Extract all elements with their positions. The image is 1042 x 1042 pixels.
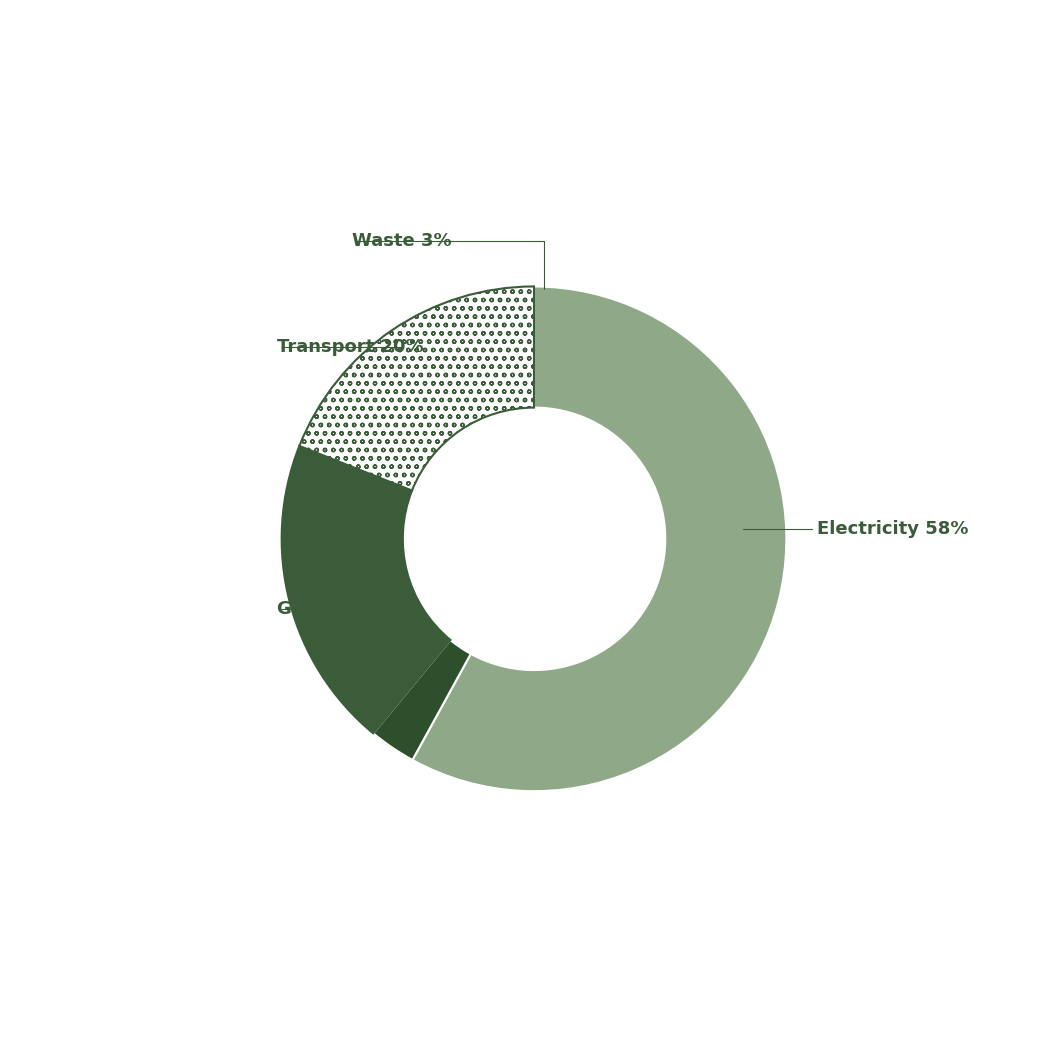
Text: Transport 20%: Transport 20% (276, 338, 423, 356)
Wedge shape (413, 287, 787, 791)
Wedge shape (281, 446, 450, 734)
Wedge shape (299, 287, 535, 491)
Text: Gas 19%: Gas 19% (276, 600, 364, 619)
Wedge shape (373, 640, 471, 760)
Text: Electricity 58%: Electricity 58% (817, 520, 968, 538)
Text: Waste 3%: Waste 3% (352, 232, 452, 250)
